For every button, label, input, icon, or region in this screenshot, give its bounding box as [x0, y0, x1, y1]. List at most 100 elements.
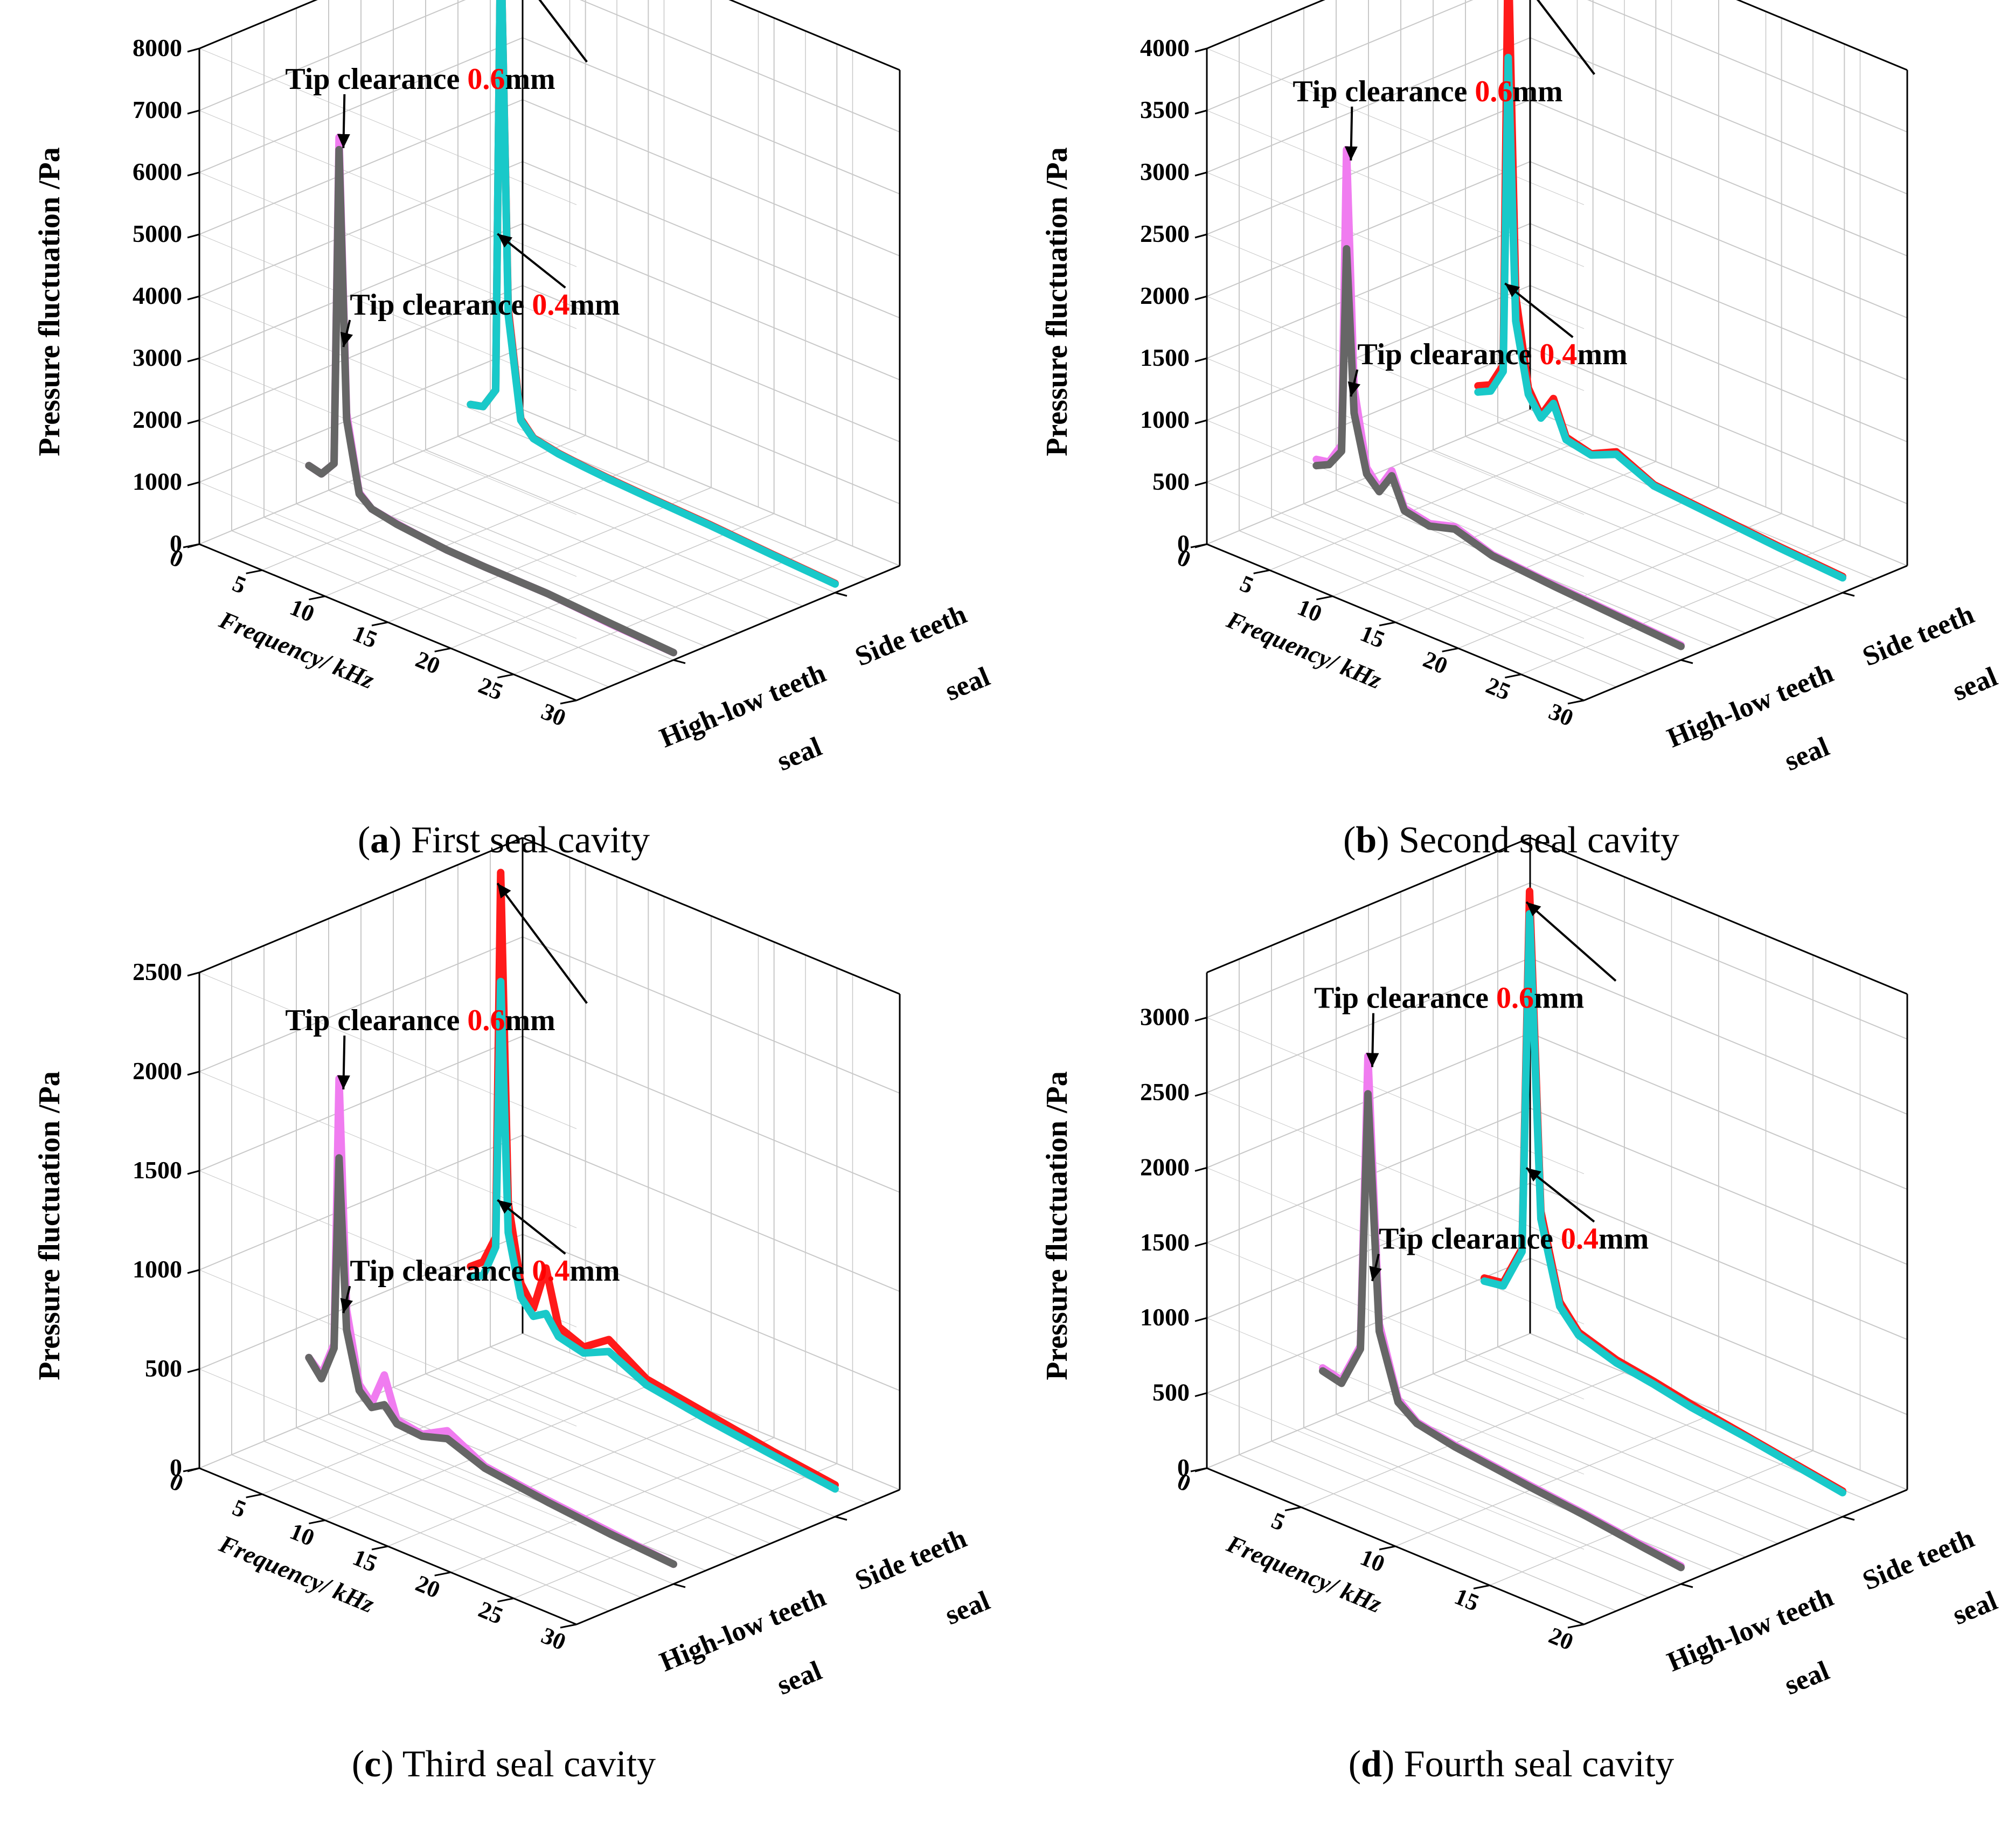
y-tick-label: 1500: [133, 1156, 182, 1184]
caption-b: (b) Second seal cavity: [1343, 819, 1679, 861]
grid-line: [199, 1269, 577, 1427]
x-tick: [560, 699, 577, 705]
x-tick-label: 5: [229, 1494, 250, 1523]
y-tick: [187, 1269, 200, 1274]
z-category-label: Side teeth: [1858, 599, 1978, 672]
x-tick: [1316, 595, 1333, 601]
annotation-arrow: [497, 1199, 566, 1255]
annotation-value: 0.6: [467, 62, 505, 96]
z-category-label: seal: [1780, 1655, 1833, 1701]
caption-letter: c: [364, 1743, 381, 1785]
annotation-label: Tip clearance 0.6mm: [285, 62, 555, 96]
annotation-prefix: Tip clearance: [350, 1254, 532, 1288]
grid-line: [1521, 539, 1845, 675]
x-tick-label: 5: [229, 570, 250, 599]
y-tick-label: 2500: [1140, 1078, 1190, 1106]
box-edge: [1206, 0, 1325, 50]
x-tick-label: 0: [1173, 1468, 1194, 1497]
annotation-tip06: Tip clearance 0.6mm: [1293, 0, 1595, 161]
z-category-label: seal: [773, 731, 826, 777]
series-line-side-tip04: [1481, 910, 1846, 1497]
x-tick: [434, 647, 451, 652]
series-line-highlow-tip04: [1312, 245, 1685, 650]
y-tick-label: 0: [1177, 530, 1190, 557]
annotation-label: Tip clearance 0.6mm: [285, 1004, 555, 1037]
grid-line: [450, 1437, 774, 1573]
chart-a-svg: 0100020003000400050006000700080000510152…: [33, 0, 994, 777]
z-axis-line: [576, 565, 900, 701]
series-line-highlow-tip06: [1312, 145, 1685, 649]
series-line-highlow-tip06: [305, 1075, 677, 1568]
x-tick: [1253, 569, 1270, 574]
x-tick: [309, 595, 325, 601]
y-tick-label: 0: [170, 1454, 182, 1481]
grid-line: [199, 172, 577, 329]
grid-layer: [199, 837, 900, 1625]
x-tick: [309, 1519, 325, 1525]
z-category-label: Side teeth: [851, 1523, 971, 1596]
x-tick: [246, 1493, 262, 1498]
grid-line: [325, 461, 649, 597]
y-tick-label: 500: [1152, 468, 1190, 495]
caption-text: Second seal cavity: [1399, 819, 1679, 861]
y-tick-label: 2000: [133, 1057, 182, 1085]
y-tick: [1194, 1242, 1207, 1247]
grid-line: [1395, 1411, 1719, 1547]
caption-a: (a) First seal cavity: [357, 819, 650, 861]
grid-line: [1206, 110, 1585, 267]
annotation-value: 0.4: [532, 1254, 569, 1288]
y-tick-label: 3000: [1140, 1003, 1190, 1031]
chart-panel-c: 0 500 1000 1500 2000 2500 0 5 10 15 20 25 30 Pressure…: [0, 837, 1008, 1848]
box-edge: [1530, 837, 1908, 995]
box-edge: [522, 837, 900, 995]
y-tick-label: 1500: [1140, 1228, 1190, 1256]
grid-line: [387, 1411, 712, 1547]
annotation-unit: mm: [569, 1254, 620, 1288]
annotation-arrowhead: [340, 331, 353, 347]
x-tick: [1190, 1467, 1207, 1472]
annotation-arrowhead: [340, 1298, 353, 1314]
z-category-label: seal: [1780, 731, 1833, 777]
chart-panel-b: 0 500 1000 1500 2000 2500 3000 3500 4000 0 5 10 15 20…: [1008, 0, 2015, 924]
x-tick: [183, 543, 200, 548]
series-line-side-tip06: [467, 869, 839, 1489]
x-tick: [1379, 1545, 1396, 1551]
series-line-highlow-tip04: [305, 1154, 677, 1568]
grid-line: [199, 482, 577, 639]
z-tick: [835, 592, 847, 597]
series-layer: [305, 869, 839, 1568]
grid-line: [199, 420, 577, 577]
axes-layer: [1190, 0, 1908, 705]
annotation-arrowhead: [1526, 902, 1541, 916]
chart-d-svg: 05001000150020002500300005101520Pressure…: [1040, 837, 2002, 1701]
y-tick-label: 3500: [1140, 96, 1190, 123]
y-tick: [187, 233, 200, 239]
chart-b-svg: 0500100015002000250030003500400005101520…: [1040, 0, 2002, 777]
y-tick-label: 2500: [133, 958, 182, 985]
y-tick-label: 500: [145, 1354, 182, 1382]
annotation-unit: mm: [569, 288, 620, 322]
x-tick: [497, 1597, 514, 1603]
y-tick-label: 0: [1177, 1454, 1190, 1481]
annotation-tip06: Tip clearance 0.6mm: [285, 883, 588, 1090]
annotation-unit: mm: [1599, 1222, 1649, 1256]
annotation-unit: mm: [1512, 75, 1562, 108]
grid-line: [199, 110, 577, 267]
y-tick: [1194, 47, 1207, 53]
x-tick: [371, 621, 388, 627]
grid-line: [1206, 1333, 1531, 1469]
y-tick: [1194, 295, 1207, 301]
annotation-value: 0.6: [1496, 982, 1534, 1015]
grid-line: [1206, 1242, 1585, 1400]
annotation-tip04: Tip clearance 0.4mm: [340, 1199, 620, 1314]
caption-text: Third seal cavity: [402, 1743, 656, 1785]
y-tick: [187, 481, 200, 487]
y-tick: [1194, 481, 1207, 487]
y-tick-label: 4000: [133, 282, 182, 309]
z-category-label: seal: [941, 1585, 994, 1631]
y-tick: [187, 1170, 200, 1175]
series-line-side-tip04: [467, 0, 839, 588]
z-category-label: seal: [1948, 1585, 2002, 1631]
z-axis-line: [576, 1489, 900, 1625]
y-tick: [187, 971, 200, 977]
